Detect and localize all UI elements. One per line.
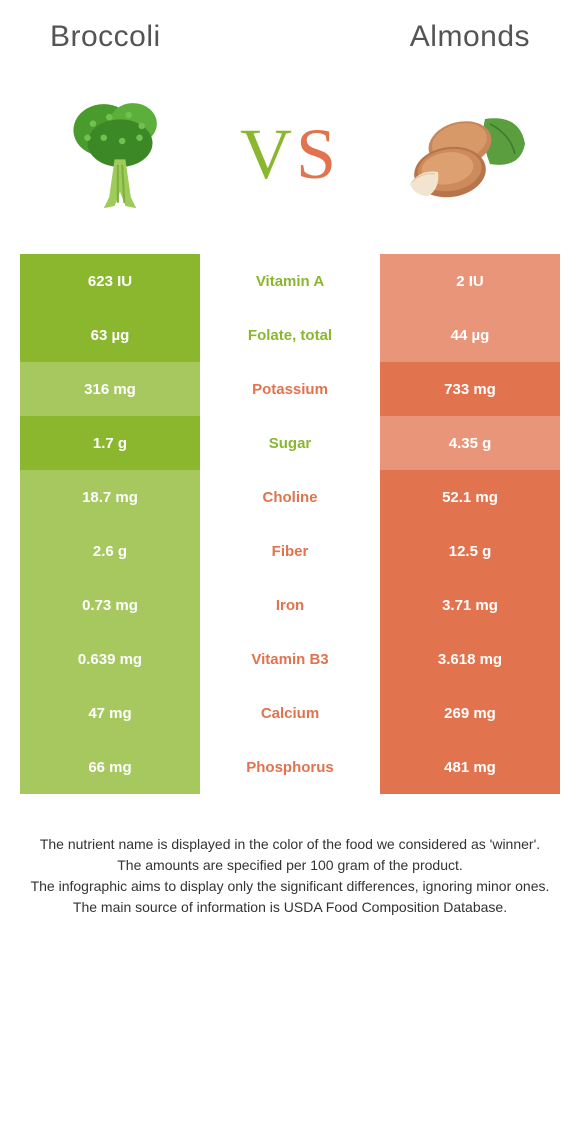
nutrient-row: 1.7 gSugar4.35 g <box>20 416 560 470</box>
right-value: 4.35 g <box>380 416 560 470</box>
nutrient-row: 316 mgPotassium733 mg <box>20 362 560 416</box>
hero-row: VS <box>20 74 560 254</box>
right-value: 12.5 g <box>380 524 560 578</box>
left-value: 0.639 mg <box>20 632 200 686</box>
nutrient-name: Vitamin A <box>200 254 380 308</box>
right-value: 3.618 mg <box>380 632 560 686</box>
nutrient-name: Potassium <box>200 362 380 416</box>
left-value: 2.6 g <box>20 524 200 578</box>
comparison-infographic: Broccoli Almonds VS <box>0 0 580 918</box>
nutrient-name: Iron <box>200 578 380 632</box>
nutrient-table: 623 IUVitamin A2 IU63 µgFolate, total44 … <box>20 254 560 794</box>
almonds-icon <box>390 84 530 224</box>
footnote-line: The nutrient name is displayed in the co… <box>30 834 550 855</box>
left-value: 47 mg <box>20 686 200 740</box>
nutrient-name: Choline <box>200 470 380 524</box>
right-value: 52.1 mg <box>380 470 560 524</box>
footnote-line: The main source of information is USDA F… <box>30 897 550 918</box>
nutrient-name: Fiber <box>200 524 380 578</box>
footnote-line: The amounts are specified per 100 gram o… <box>30 855 550 876</box>
nutrient-row: 47 mgCalcium269 mg <box>20 686 560 740</box>
nutrient-row: 2.6 gFiber12.5 g <box>20 524 560 578</box>
right-value: 2 IU <box>380 254 560 308</box>
nutrient-name: Sugar <box>200 416 380 470</box>
nutrient-row: 18.7 mgCholine52.1 mg <box>20 470 560 524</box>
right-value: 269 mg <box>380 686 560 740</box>
nutrient-name: Calcium <box>200 686 380 740</box>
left-value: 623 IU <box>20 254 200 308</box>
nutrient-name: Folate, total <box>200 308 380 362</box>
right-food-title: Almonds <box>410 20 530 54</box>
right-value: 481 mg <box>380 740 560 794</box>
left-food-title: Broccoli <box>50 20 161 54</box>
nutrient-row: 0.73 mgIron3.71 mg <box>20 578 560 632</box>
right-value: 3.71 mg <box>380 578 560 632</box>
broccoli-icon <box>50 84 190 224</box>
left-value: 0.73 mg <box>20 578 200 632</box>
nutrient-row: 63 µgFolate, total44 µg <box>20 308 560 362</box>
left-value: 18.7 mg <box>20 470 200 524</box>
nutrient-row: 66 mgPhosphorus481 mg <box>20 740 560 794</box>
footnotes: The nutrient name is displayed in the co… <box>20 794 560 918</box>
title-row: Broccoli Almonds <box>20 20 560 74</box>
right-value: 733 mg <box>380 362 560 416</box>
nutrient-name: Phosphorus <box>200 740 380 794</box>
left-value: 1.7 g <box>20 416 200 470</box>
left-value: 316 mg <box>20 362 200 416</box>
right-value: 44 µg <box>380 308 560 362</box>
left-value: 66 mg <box>20 740 200 794</box>
nutrient-row: 0.639 mgVitamin B33.618 mg <box>20 632 560 686</box>
nutrient-row: 623 IUVitamin A2 IU <box>20 254 560 308</box>
vs-label: VS <box>240 113 340 196</box>
footnote-line: The infographic aims to display only the… <box>30 876 550 897</box>
nutrient-name: Vitamin B3 <box>200 632 380 686</box>
left-value: 63 µg <box>20 308 200 362</box>
